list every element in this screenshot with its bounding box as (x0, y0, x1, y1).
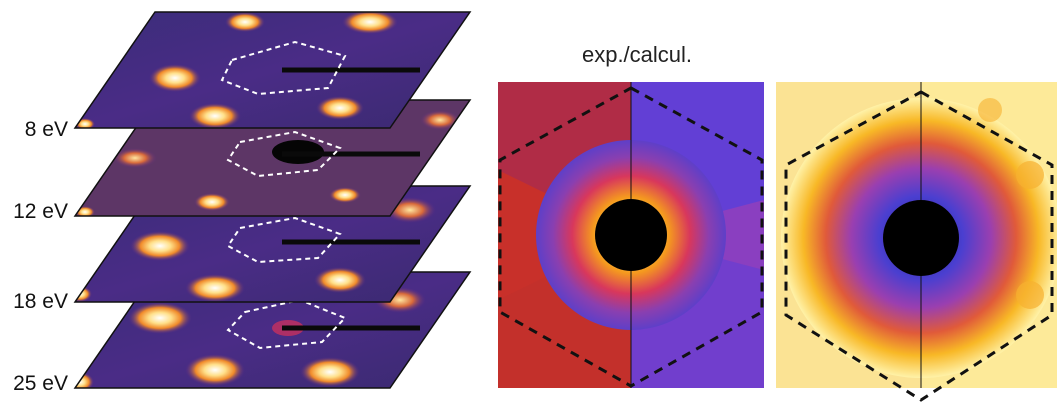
beam-block-right (883, 200, 959, 276)
energy-label-12ev: 12 eV (13, 200, 68, 223)
energy-label-8ev: 8 eV (24, 118, 68, 141)
energy-label-18ev: 18 eV (13, 290, 68, 313)
panel-title: exp./calcul. (581, 42, 693, 67)
plate-8ev (73, 11, 472, 129)
exp-calc-panel-right (776, 82, 1057, 402)
energy-label-25ev: 25 eV (13, 372, 68, 395)
exp-calc-panel-left (498, 82, 764, 388)
beam-block-left (595, 199, 667, 271)
